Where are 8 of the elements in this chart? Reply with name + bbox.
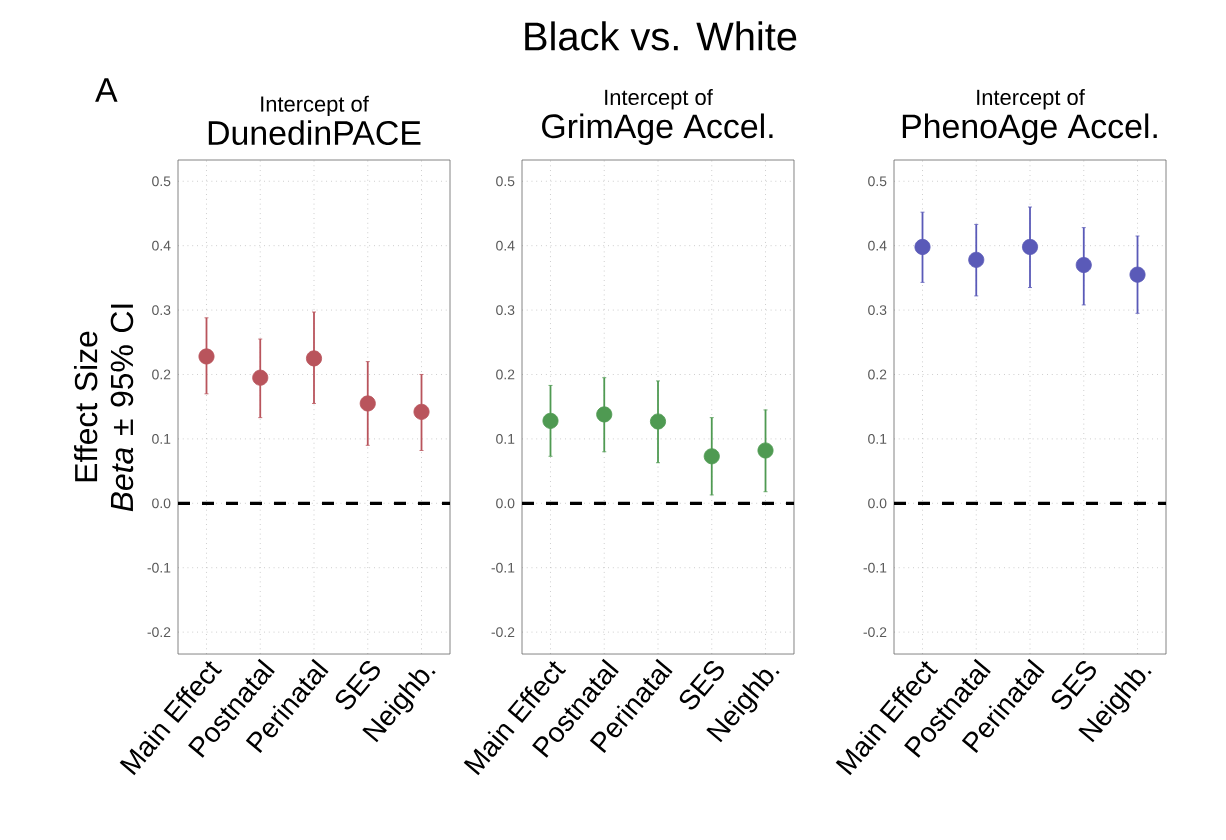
chart-title: Intercept of xyxy=(605,89,713,110)
chart-subtitle: PhenoAge Accel. xyxy=(902,113,1157,146)
text: A xyxy=(95,78,118,102)
chart-title: Intercept of xyxy=(261,95,369,117)
chart-subtitle: GrimAge Accel. xyxy=(542,113,773,146)
text: Black vs. White xyxy=(525,21,797,51)
chart-subtitle: DunedinPACE xyxy=(208,120,421,146)
chart-title: Intercept of xyxy=(977,89,1085,110)
